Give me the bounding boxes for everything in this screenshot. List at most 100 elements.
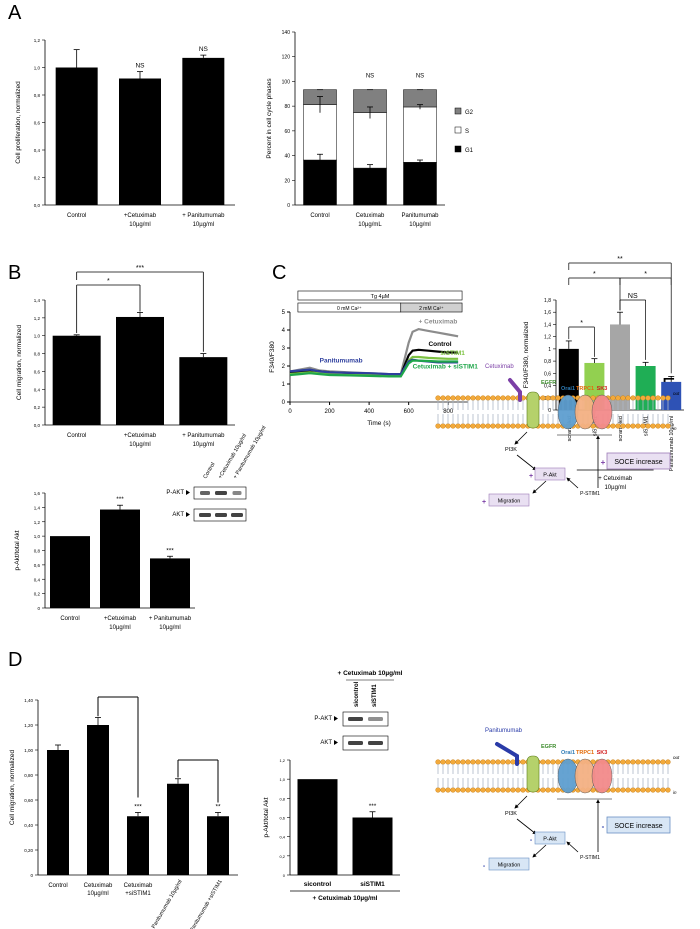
lipid-head [470, 395, 476, 401]
y-tick-label: 1,4 [34, 505, 41, 510]
node-pakt-box [534, 467, 566, 481]
blot-row-label: AKT [172, 512, 184, 518]
lipid-head [610, 759, 616, 765]
lipid-head [550, 759, 556, 765]
category-label: + Panitumumab [182, 433, 225, 439]
y-tick-label: 0,6 [279, 816, 285, 821]
chart-B2: 0 0,2 0,4 0,6 0,8 1,0 1,2 1,4 1,6 p-Akt/total Akt… [14, 491, 195, 631]
series-label: Cetuximab + siSTIM1 [413, 364, 479, 371]
pathway-arrow [532, 844, 547, 858]
bar [661, 381, 682, 410]
lipid-head [540, 787, 546, 793]
blot-band [231, 513, 243, 517]
blot-row-label: P-AKT [166, 490, 184, 496]
lipid-head [490, 759, 496, 765]
lipid-head [495, 395, 501, 401]
y-axis-label: Cell migration, normalized [16, 325, 23, 401]
chart-A1: 0,0 0,2 0,4 0,6 0,8 1,0 1,2 Cell proliferation,… [15, 38, 235, 228]
bracket-label: * [107, 278, 110, 285]
lipid-head [615, 395, 621, 401]
lipid-head [625, 759, 631, 765]
lipid-head [475, 787, 481, 793]
category-label: 10µg/ml [193, 222, 214, 228]
y-tick-label: 1,0 [34, 66, 41, 71]
y-tick-label: 0,8 [279, 796, 285, 801]
in-label: in [673, 790, 677, 795]
x-tick-label: 0 [288, 409, 292, 415]
blot-frame [342, 735, 389, 751]
category-label: Control [60, 616, 79, 622]
y-tick-label: 120 [282, 55, 291, 61]
lipid-head [620, 787, 626, 793]
bar [127, 816, 149, 875]
lipid-head [495, 759, 501, 765]
y-tick-label: 1,00 [24, 748, 33, 753]
blot-band [348, 717, 363, 721]
y-axis-label: Cell proliferation, normalized [15, 81, 22, 164]
lipid-head [520, 423, 526, 429]
y-tick-label: 0,6 [34, 563, 41, 568]
y-axis-label: F340/F380, normalized [523, 321, 530, 388]
y-tick-label: 0,4 [34, 577, 41, 582]
y-tick-label: 1,6 [34, 491, 41, 496]
bar [179, 357, 228, 425]
lipid-head [615, 759, 621, 765]
node-migration: Migration [498, 499, 521, 505]
lipid-head [470, 787, 476, 793]
lipid-head [555, 395, 561, 401]
category-label: 10µg/ml [409, 222, 430, 228]
bar [116, 316, 164, 425]
y-tick-label: 1,2 [34, 38, 41, 43]
lipid-head [545, 759, 551, 765]
panel-letter-a: A [8, 2, 22, 24]
category-label: Cetuximab [84, 883, 113, 889]
lipid-head [635, 787, 641, 793]
protocol-box-top [297, 290, 463, 301]
lipid-head [650, 759, 656, 765]
panel-letter-d: D [8, 649, 23, 671]
lipid-head [455, 395, 461, 401]
y-tick-label: 0,4 [34, 148, 41, 153]
y-tick-label: 1 [282, 382, 286, 388]
lipid-head [455, 787, 461, 793]
y-tick-label: 1,40 [24, 698, 33, 703]
y-tick-label: 1,2 [34, 520, 41, 525]
category-label: Cetuximab [356, 213, 385, 219]
category-label: Cetuximab [124, 883, 153, 889]
node-migration: Migration [498, 863, 521, 869]
y-tick-label: 1,0 [34, 334, 41, 339]
legend-label: G1 [465, 148, 474, 154]
lipid-head [475, 423, 481, 429]
lipid-head [660, 787, 666, 793]
category-label: 10µg/mL [358, 222, 382, 228]
bar [558, 348, 579, 410]
node-migration-box [488, 857, 530, 871]
bracket-label: * [580, 320, 583, 327]
y-tick-label: 60 [284, 129, 290, 135]
lipid-head [540, 395, 546, 401]
significance-label: NS [199, 46, 209, 53]
y-axis-label: Percent in cell cycle phases [266, 78, 273, 159]
category-label: 10µg/ml [129, 442, 150, 448]
lipid-head [510, 759, 516, 765]
lipid-head [440, 787, 446, 793]
bracket-label: * [644, 271, 647, 278]
lipid-head [520, 759, 526, 765]
category-label: Panitumumab [401, 213, 439, 219]
bar [610, 324, 630, 410]
significance-label: NS [366, 74, 374, 80]
node-migration-box [488, 493, 530, 507]
lipid-head [545, 423, 551, 429]
lipid-head [655, 759, 661, 765]
out-label: out [673, 755, 680, 760]
y-tick-label: 1,4 [544, 322, 551, 328]
y-tick-label: 1,0 [34, 534, 41, 539]
lipid-head [555, 787, 561, 793]
blot-row-label: P-AKT [314, 716, 332, 722]
pathway-arrow [514, 431, 528, 445]
y-tick-label: 1,4 [34, 298, 41, 303]
y-tick-label: 2 [282, 364, 286, 370]
blot-lane-label: sicontrol [354, 681, 360, 707]
y-tick-label: 1,2 [279, 758, 285, 763]
bracket-label: *** [136, 265, 144, 272]
